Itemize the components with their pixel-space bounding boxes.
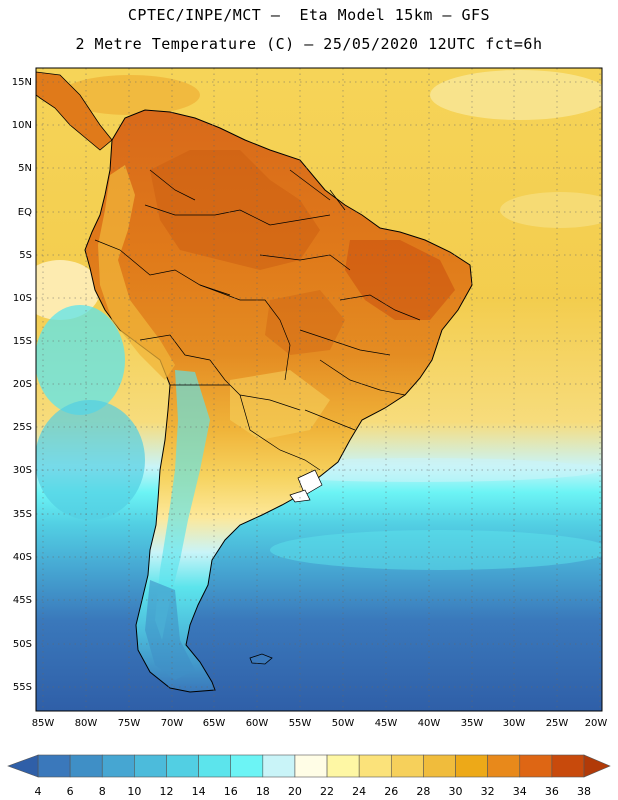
falkland-islands (249, 653, 273, 665)
lat-label: EQ (18, 207, 32, 218)
colorbar-cell (134, 754, 167, 778)
lat-label: 5N (18, 163, 32, 174)
colorbar-label: 32 (481, 785, 495, 798)
colorbar-label: 34 (513, 785, 527, 798)
lon-label: 30W (503, 718, 526, 729)
colorbar-label: 28 (416, 785, 430, 798)
colorbar-label: 22 (320, 785, 334, 798)
colorbar-cell (69, 754, 103, 778)
colorbar-cell (166, 754, 199, 778)
lat-label: 30S (13, 465, 32, 476)
colorbar-cell (551, 754, 585, 778)
colorbar-label: 12 (159, 785, 173, 798)
lat-label: 55S (13, 682, 32, 693)
lon-label: 35W (461, 718, 484, 729)
lon-label: 50W (332, 718, 355, 729)
colorbar-cell (487, 754, 521, 778)
lon-label: 85W (32, 718, 55, 729)
latitude-axis: 15N 10N 5N EQ 5S 10S 15S 20S 25S 30S 35S… (12, 77, 32, 693)
lat-label: 10N (12, 120, 32, 131)
lat-label: 45S (13, 595, 32, 606)
longitude-axis: 85W 80W 75W 70W 65W 60W 55W 50W 45W 40W … (32, 718, 608, 729)
colorbar-cell (326, 754, 360, 778)
colorbar-cell (262, 754, 296, 778)
colorbar-label: 36 (545, 785, 559, 798)
colorbar-label: 16 (224, 785, 238, 798)
lat-label: 40S (13, 552, 32, 563)
lon-label: 60W (246, 718, 269, 729)
lon-label: 45W (375, 718, 398, 729)
colorbar-label: 10 (127, 785, 141, 798)
central-america-landmass (36, 71, 113, 151)
lon-label: 25W (546, 718, 569, 729)
map-frame (35, 67, 603, 712)
colorbar-cell (519, 754, 553, 778)
lon-label: 40W (418, 718, 441, 729)
colorbar-label: 6 (67, 785, 74, 798)
colorbar: 4 6 8 10 12 14 16 18 20 22 24 26 28 30 32 34 36 38 (7, 754, 611, 798)
colorbar-label: 26 (384, 785, 398, 798)
lon-label: 55W (289, 718, 312, 729)
colorbar-cell (294, 754, 328, 778)
country-borders (94, 169, 421, 471)
lat-label: 35S (13, 509, 32, 520)
colorbar-min-arrow (7, 754, 39, 778)
lat-label: 15N (12, 77, 32, 88)
colorbar-label: 18 (256, 785, 270, 798)
map-title: CPTEC/INPE/MCT – Eta Model 15km – GFS (127, 6, 491, 24)
graticule (36, 68, 602, 711)
colorbar-label: 4 (35, 785, 42, 798)
lon-label: 80W (75, 718, 98, 729)
lon-label: 70W (161, 718, 184, 729)
lon-label: 65W (203, 718, 226, 729)
colorbar-cell (390, 754, 424, 778)
colorbar-cell (37, 754, 71, 778)
colorbar-cell (198, 754, 232, 778)
lat-label: 5S (19, 250, 32, 261)
lat-label: 50S (13, 639, 32, 650)
colorbar-label: 20 (288, 785, 302, 798)
lat-label: 15S (13, 336, 32, 347)
lat-label: 25S (13, 422, 32, 433)
lat-label: 20S (13, 379, 32, 390)
colorbar-label: 30 (449, 785, 463, 798)
colorbar-cell (101, 754, 135, 778)
colorbar-label: 8 (99, 785, 106, 798)
colorbar-cell (423, 754, 456, 778)
colorbar-label: 14 (192, 785, 206, 798)
colorbar-cell (358, 754, 392, 778)
colorbar-max-arrow (583, 754, 611, 778)
lat-label: 10S (13, 293, 32, 304)
colorbar-cell (455, 754, 488, 778)
colorbar-label: 38 (577, 785, 591, 798)
lon-label: 20W (585, 718, 608, 729)
colorbar-label: 24 (352, 785, 366, 798)
colorbar-cell (230, 754, 264, 778)
lon-label: 75W (118, 718, 141, 729)
map-subtitle: 2 Metre Temperature (C) – 25/05/2020 12U… (75, 35, 543, 53)
